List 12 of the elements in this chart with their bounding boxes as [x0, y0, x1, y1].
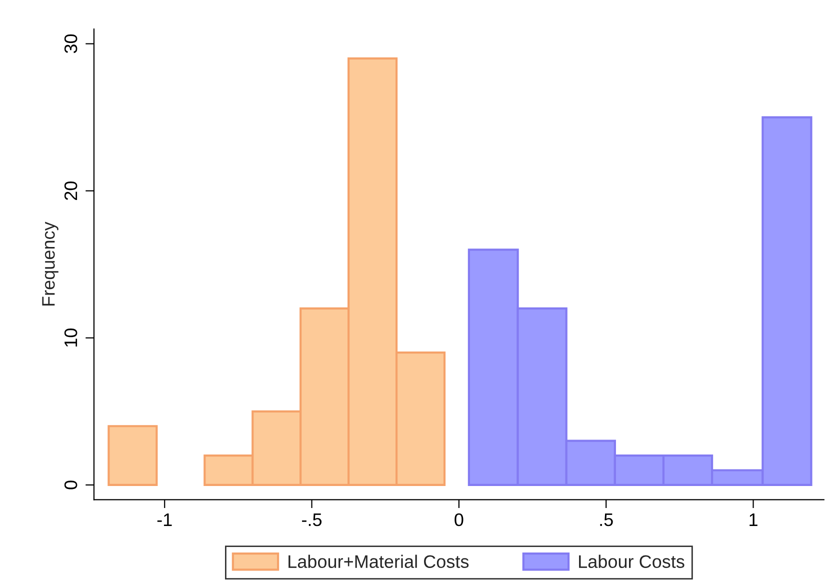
- y-axis-title: Frequency: [42, 222, 58, 306]
- x-tick-label: -1: [157, 514, 172, 526]
- x-tick-label: 1: [750, 514, 758, 526]
- y-tick-label: 20: [64, 181, 78, 200]
- y-tick-label: 0: [64, 480, 78, 490]
- x-tick-label: -.5: [302, 514, 322, 526]
- y-tick-label: 10: [64, 328, 78, 347]
- y-tick-label: 30: [64, 34, 78, 54]
- x-tick-label: .5: [600, 514, 613, 526]
- legend-label: Labour+Material Costs: [288, 554, 469, 568]
- x-tick-label: 0: [454, 513, 464, 526]
- legend-label: Labour Costs: [579, 554, 684, 568]
